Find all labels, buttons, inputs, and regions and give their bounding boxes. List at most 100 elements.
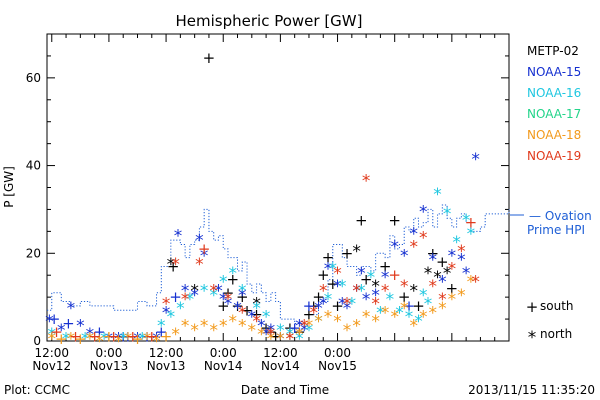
- north-point: *: [238, 316, 247, 336]
- y-tick-label: 20: [26, 246, 41, 260]
- north-point: *: [381, 303, 390, 323]
- south-point: +: [48, 310, 61, 328]
- marker-legend: + south * north: [526, 298, 574, 348]
- south-point: +: [331, 297, 344, 315]
- north-point: *: [95, 332, 104, 352]
- north-point: *: [286, 330, 295, 350]
- north-point: *: [286, 325, 295, 345]
- north-point: *: [386, 290, 395, 310]
- north-point: *: [352, 281, 361, 301]
- south-point: +: [141, 328, 154, 346]
- north-point: *: [152, 330, 161, 350]
- north-point: *: [343, 295, 352, 315]
- north-point: *: [371, 312, 380, 332]
- south-point: +: [236, 288, 249, 306]
- north-point: *: [395, 303, 404, 323]
- north-point: *: [314, 312, 323, 332]
- south-point: +: [117, 328, 130, 346]
- north-point: *: [400, 299, 409, 319]
- ovation-legend-label: — Ovation: [529, 209, 592, 223]
- north-point: *: [252, 312, 261, 332]
- north-point: *: [267, 321, 276, 341]
- north-point: *: [314, 299, 323, 319]
- north-point: *: [67, 330, 76, 350]
- north-point: *: [429, 277, 438, 297]
- north-point: *: [119, 330, 128, 350]
- south-point: +: [217, 297, 230, 315]
- south-point: +: [122, 328, 135, 346]
- marker-legend-label: north: [540, 327, 572, 341]
- south-point: +: [360, 271, 373, 289]
- north-point: *: [124, 330, 133, 350]
- north-point: *: [224, 295, 233, 315]
- north-point: *: [200, 281, 209, 301]
- south-point: +: [322, 249, 335, 267]
- north-point: *: [390, 238, 399, 258]
- north-point: *: [181, 316, 190, 336]
- north-point: *: [190, 321, 199, 341]
- x-tick-label: 0:00: [95, 346, 122, 360]
- north-point: *: [376, 303, 385, 323]
- x-axis-label: Date and Time: [241, 383, 329, 397]
- north-point: *: [352, 316, 361, 336]
- north-point: *: [295, 330, 304, 350]
- north-point: *: [314, 312, 323, 332]
- north-point: *: [195, 231, 204, 251]
- x-tick-label: Nov13: [90, 359, 129, 373]
- north-point: *: [357, 264, 366, 284]
- north-point: *: [257, 316, 266, 336]
- south-point: +: [427, 244, 440, 262]
- north-point: *: [424, 295, 433, 315]
- north-point: *: [200, 316, 209, 336]
- north-point: *: [333, 312, 342, 332]
- south-point: +: [250, 306, 263, 324]
- north-point: *: [209, 281, 218, 301]
- south-point: +: [55, 330, 68, 348]
- south-point: +: [50, 323, 63, 341]
- south-point: +: [269, 328, 282, 346]
- north-point: *: [229, 312, 238, 332]
- north-point: *: [362, 290, 371, 310]
- x-tick-label: 12:00: [149, 346, 184, 360]
- north-point: *: [467, 224, 476, 244]
- north-point: *: [390, 308, 399, 328]
- north-point: *: [224, 290, 233, 310]
- north-point: *: [195, 255, 204, 275]
- north-point: *: [248, 308, 257, 328]
- north-point: *: [76, 316, 85, 336]
- x-tick-label: Nov14: [204, 359, 243, 373]
- legend-series-label: NOAA-15: [527, 65, 581, 79]
- north-point: *: [333, 277, 342, 297]
- south-point: +: [388, 211, 401, 229]
- south-point: +: [231, 297, 244, 315]
- north-point: *: [305, 321, 314, 341]
- south-point: +: [169, 288, 182, 306]
- north-point: *: [457, 286, 466, 306]
- south-point: +: [198, 240, 211, 258]
- y-tick-label: 0: [33, 334, 41, 348]
- south-point: +: [88, 328, 101, 346]
- north-point: *: [238, 281, 247, 301]
- south-point: +: [303, 306, 316, 324]
- north-point: *: [429, 303, 438, 323]
- south-point: +: [126, 328, 139, 346]
- north-point: *: [138, 330, 147, 350]
- marker-legend-symbol: +: [526, 298, 539, 316]
- south-point: +: [131, 330, 144, 348]
- north-point: *: [114, 332, 123, 352]
- north-point: *: [338, 295, 347, 315]
- south-point: +: [284, 319, 297, 337]
- x-tick-label: Nov12: [32, 359, 71, 373]
- north-point: *: [190, 286, 199, 306]
- north-point: *: [438, 299, 447, 319]
- marker-legend-label: south: [540, 299, 574, 313]
- south-point: +: [167, 257, 180, 275]
- north-point: *: [319, 281, 328, 301]
- south-point: +: [388, 266, 401, 284]
- x-tick-label: 12:00: [34, 346, 69, 360]
- north-point: *: [457, 242, 466, 262]
- legend-series-label: NOAA-16: [527, 86, 581, 100]
- x-tick-label: 12:00: [263, 346, 298, 360]
- x-tick-label: Nov13: [147, 359, 186, 373]
- north-point: *: [209, 286, 218, 306]
